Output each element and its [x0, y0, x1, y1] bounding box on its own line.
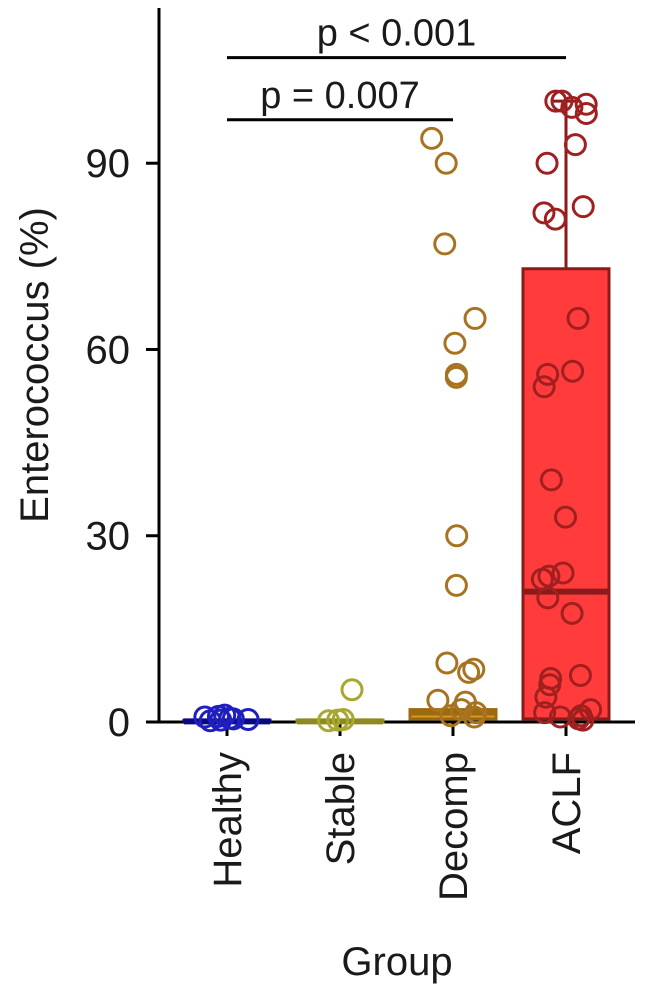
point-aclf [571, 708, 595, 732]
point-stable [326, 708, 350, 732]
point-aclf [560, 601, 584, 625]
x-tick-label-decomp: Decomp [432, 752, 476, 901]
point-aclf [563, 133, 587, 157]
y-tick-label: 0 [108, 701, 130, 745]
point-decomp [420, 126, 444, 150]
point-decomp [433, 232, 457, 256]
point-aclf [533, 701, 557, 725]
x-tick-label-healthy: Healthy [206, 752, 250, 888]
data-points [193, 89, 603, 733]
point-decomp [444, 573, 468, 597]
point-aclf [568, 663, 592, 687]
y-tick-label: 60 [86, 328, 131, 372]
point-stable [340, 678, 364, 702]
point-decomp [443, 331, 467, 355]
y-tick-label: 90 [86, 142, 131, 186]
point-healthy [236, 708, 260, 732]
significance-brackets: p = 0.007 p < 0.001 [227, 13, 566, 122]
y-ticks: 0 30 60 90 [86, 142, 159, 745]
point-aclf [532, 375, 556, 399]
point-decomp [439, 704, 463, 728]
point-aclf [548, 705, 572, 729]
point-healthy [206, 704, 230, 728]
point-aclf [574, 102, 598, 126]
point-aclf [532, 201, 556, 225]
point-decomp [426, 688, 450, 712]
point-aclf [538, 673, 562, 697]
x-axis-label: Group [341, 940, 452, 984]
point-aclf [535, 151, 559, 175]
point-aclf [561, 359, 585, 383]
point-aclf [536, 586, 560, 610]
point-aclf [554, 505, 578, 529]
point-aclf [539, 468, 563, 492]
point-decomp [463, 306, 487, 330]
y-tick-label: 30 [86, 515, 131, 559]
point-aclf [534, 685, 558, 709]
point-decomp [457, 660, 481, 684]
point-aclf [566, 306, 590, 330]
x-ticks: Healthy Stable Decomp ACLF [206, 722, 589, 901]
y-axis-label: Enterococcus (%) [13, 207, 57, 523]
point-decomp [444, 365, 468, 389]
point-stable [317, 709, 341, 733]
point-aclf [560, 95, 584, 119]
point-decomp [435, 651, 459, 675]
point-aclf [571, 195, 595, 219]
bar-aclf [521, 267, 611, 721]
point-aclf [536, 362, 560, 386]
x-tick-label-aclf: ACLF [545, 752, 589, 854]
point-aclf [574, 92, 598, 116]
p-value-label: p = 0.007 [260, 75, 420, 117]
p-value-label: p < 0.001 [317, 13, 477, 55]
point-decomp [445, 524, 469, 548]
point-decomp [434, 151, 458, 175]
point-decomp [462, 705, 486, 729]
point-healthy [221, 707, 245, 731]
bars [182, 99, 611, 725]
point-aclf [543, 207, 567, 231]
point-aclf [551, 561, 575, 585]
x-tick-label-stable: Stable [319, 752, 363, 865]
